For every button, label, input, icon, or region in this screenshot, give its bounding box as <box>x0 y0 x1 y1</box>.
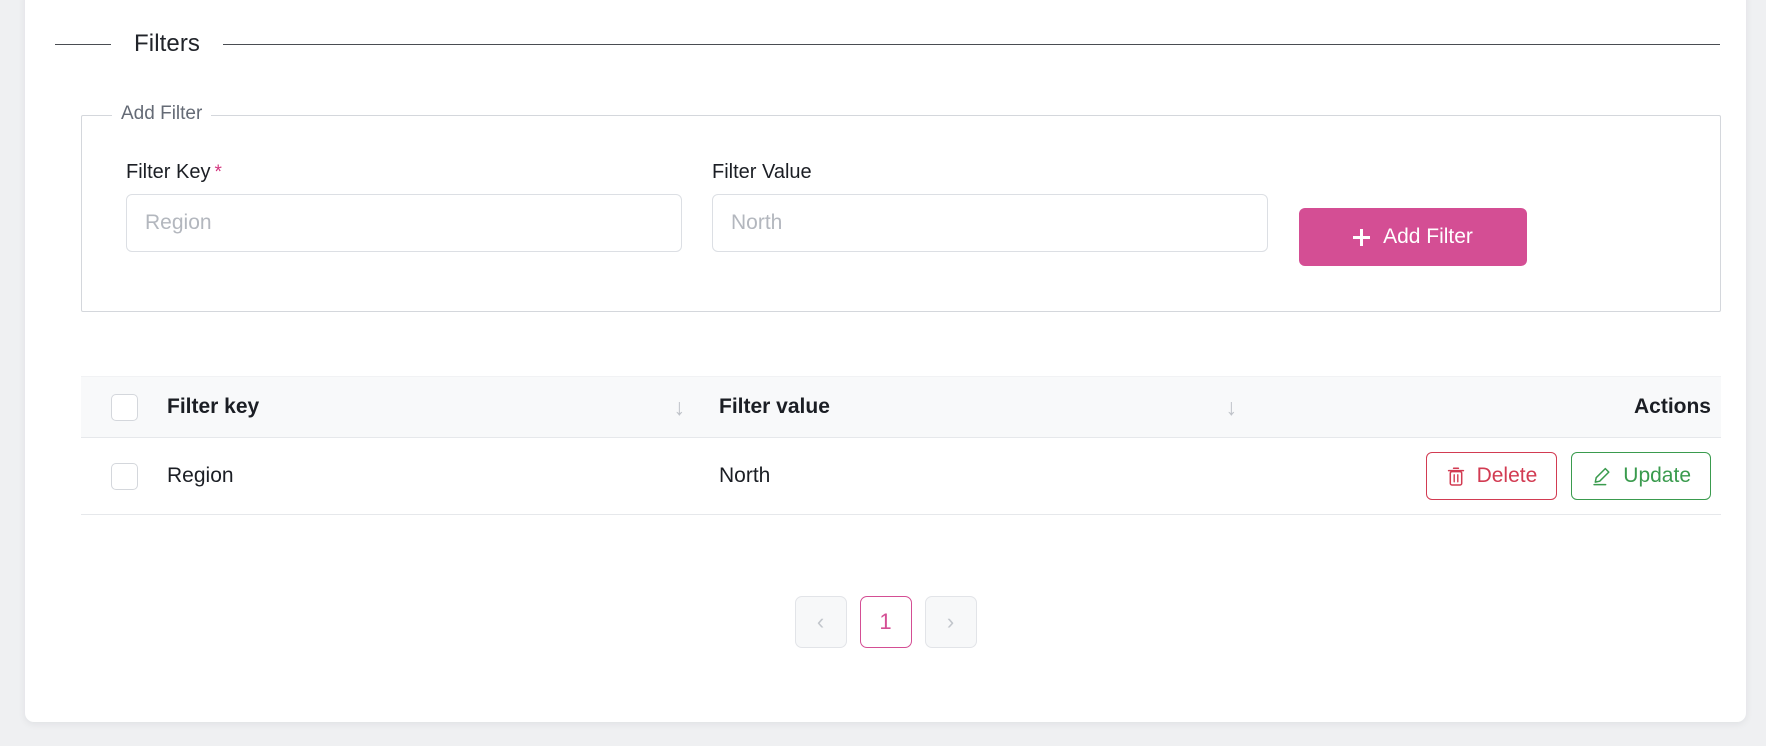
page-title: Filters <box>134 30 201 57</box>
add-filter-form: Filter Key* Filter Value Add Filter <box>82 116 1720 311</box>
table-row: Region North Delete <box>81 438 1721 515</box>
pagination-prev-button[interactable]: ‹ <box>794 596 847 648</box>
column-header-filter-key: Filter key ↓ <box>167 395 719 419</box>
column-header-filter-key-label: Filter key <box>167 395 260 418</box>
filters-table: Filter key ↓ Filter value ↓ Actions Regi… <box>81 376 1721 515</box>
divider-rule-right <box>223 43 1720 45</box>
filter-key-label-text: Filter Key <box>126 161 211 183</box>
cell-filter-value: North <box>719 464 1271 488</box>
pagination-page-1[interactable]: 1 <box>859 596 912 648</box>
filter-value-input[interactable] <box>712 194 1268 252</box>
delete-button-label: Delete <box>1476 464 1538 487</box>
add-filter-legend: Add Filter <box>112 103 212 125</box>
update-button-label: Update <box>1623 464 1691 487</box>
filter-key-input[interactable] <box>126 194 682 252</box>
filters-section-header: Filters <box>55 30 1720 58</box>
required-asterisk-icon: * <box>214 162 222 183</box>
sort-filter-key-icon[interactable]: ↓ <box>673 393 686 420</box>
row-select-cell <box>81 462 167 490</box>
column-header-actions: Actions <box>1271 395 1721 419</box>
select-all-cell <box>81 393 167 421</box>
column-header-filter-value: Filter value ↓ <box>719 395 1271 419</box>
delete-button[interactable]: Delete <box>1425 452 1558 500</box>
pagination: ‹ 1 › <box>25 596 1746 648</box>
trash-icon <box>1447 466 1464 486</box>
filter-value-label: Filter Value <box>712 161 812 183</box>
filters-card: Filters Add Filter Filter Key* Filter Va… <box>25 0 1746 722</box>
add-filter-fieldset: Add Filter Filter Key* Filter Value Add … <box>81 103 1721 312</box>
cell-filter-value-value: North <box>719 464 771 487</box>
filter-key-field: Filter Key * <box>126 162 682 252</box>
column-header-actions-label: Actions <box>1633 395 1711 418</box>
plus-icon <box>1353 228 1371 246</box>
pagination-next-button[interactable]: › <box>924 596 977 648</box>
table-header-row: Filter key ↓ Filter value ↓ Actions <box>81 376 1721 438</box>
divider-rule-left <box>55 43 111 45</box>
cell-filter-key-value: Region <box>167 464 234 487</box>
column-header-filter-value-label: Filter value <box>719 395 830 418</box>
select-all-checkbox[interactable] <box>110 393 138 421</box>
filter-key-label: Filter Key * <box>126 162 682 182</box>
sort-filter-value-icon[interactable]: ↓ <box>1225 393 1238 420</box>
cell-filter-key: Region <box>167 464 719 488</box>
update-button[interactable]: Update <box>1571 452 1711 500</box>
add-filter-button[interactable]: Add Filter <box>1299 208 1527 266</box>
row-select-checkbox[interactable] <box>110 462 138 490</box>
add-filter-button-label: Add Filter <box>1383 225 1473 248</box>
cell-actions: Delete Update <box>1271 452 1721 500</box>
pencil-icon <box>1593 467 1610 485</box>
filter-value-field: Filter Value <box>712 162 1268 252</box>
